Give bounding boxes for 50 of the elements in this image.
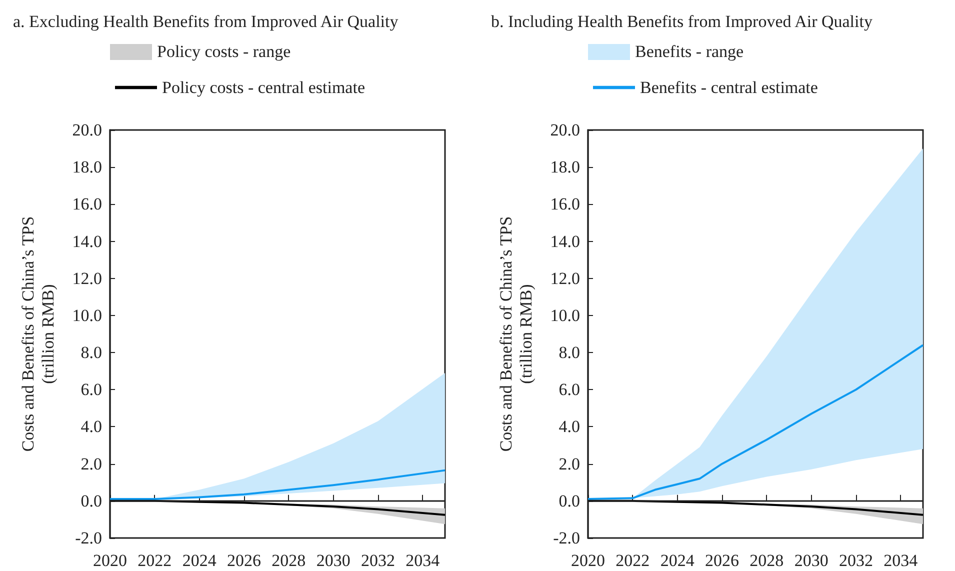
legend-label: Policy costs - central estimate (162, 78, 365, 97)
legend-label: Benefits - central estimate (640, 78, 818, 97)
x-tick-label: 2022 (616, 551, 650, 570)
x-tick-label: 2028 (750, 551, 784, 570)
y-tick-label: 8.0 (80, 343, 102, 362)
x-tick-label: 2034 (406, 551, 440, 570)
y-tick-label: 20.0 (72, 120, 102, 140)
y-tick-label: 10.0 (550, 306, 580, 325)
y-axis-title: Costs and Benefits of China’s TPS (trillion RMB) (496, 216, 536, 452)
y-tick-label: -2.0 (553, 528, 580, 548)
x-tick-label: 2034 (884, 551, 918, 570)
y-tick-label: 0.0 (558, 491, 580, 510)
y-tick-label: 18.0 (72, 158, 102, 177)
y-tick-label: 14.0 (550, 232, 580, 251)
x-tick-label: 2028 (272, 551, 306, 570)
x-tick-label: 2024 (182, 551, 217, 570)
y-tick-label: 6.0 (80, 380, 102, 400)
y-tick-label: 4.0 (80, 417, 102, 436)
x-tick-label: 2026 (227, 551, 261, 570)
y-tick-label: 0.0 (80, 491, 102, 510)
x-tick-label: 2030 (794, 551, 828, 570)
x-tick-label: 2030 (316, 551, 350, 570)
y-tick-label: 8.0 (558, 343, 580, 362)
y-tick-label: 2.0 (80, 454, 102, 474)
x-tick-label: 2020 (93, 551, 127, 570)
x-tick-label: 2026 (705, 551, 739, 570)
y-tick-label: 4.0 (558, 417, 580, 436)
y-tick-label: 2.0 (558, 454, 580, 474)
y-tick-label: 10.0 (72, 306, 102, 325)
line-series (587, 344, 924, 500)
chart-title: a. Excluding Health Benefits from Improved Air Quality (13, 12, 399, 31)
text: Policy costs - range (157, 42, 291, 62)
x-tick-label: 2032 (839, 551, 873, 570)
y-tick-label: 6.0 (558, 380, 580, 400)
x-tick-label: 2022 (138, 551, 172, 570)
y-tick-label: 16.0 (550, 194, 580, 214)
x-tick-label: 2020 (571, 551, 605, 570)
y-tick-label: 14.0 (72, 232, 102, 251)
text: Benefits - range (635, 42, 744, 62)
y-tick-label: 12.0 (550, 268, 580, 288)
y-axis-title: Costs and Benefits of China’s TPS (trillion RMB) (18, 216, 58, 452)
x-tick-label: 2024 (660, 551, 695, 570)
line-series (109, 469, 446, 500)
y-tick-label: 12.0 (72, 268, 102, 288)
y-tick-label: 18.0 (550, 158, 580, 177)
y-tick-label: 20.0 (550, 120, 580, 140)
chart-title: b. Including Health Benefits from Improved Air Quality (491, 12, 873, 31)
x-tick-label: 2032 (361, 551, 395, 570)
y-tick-label: -2.0 (75, 528, 102, 548)
y-tick-label: 16.0 (72, 194, 102, 214)
